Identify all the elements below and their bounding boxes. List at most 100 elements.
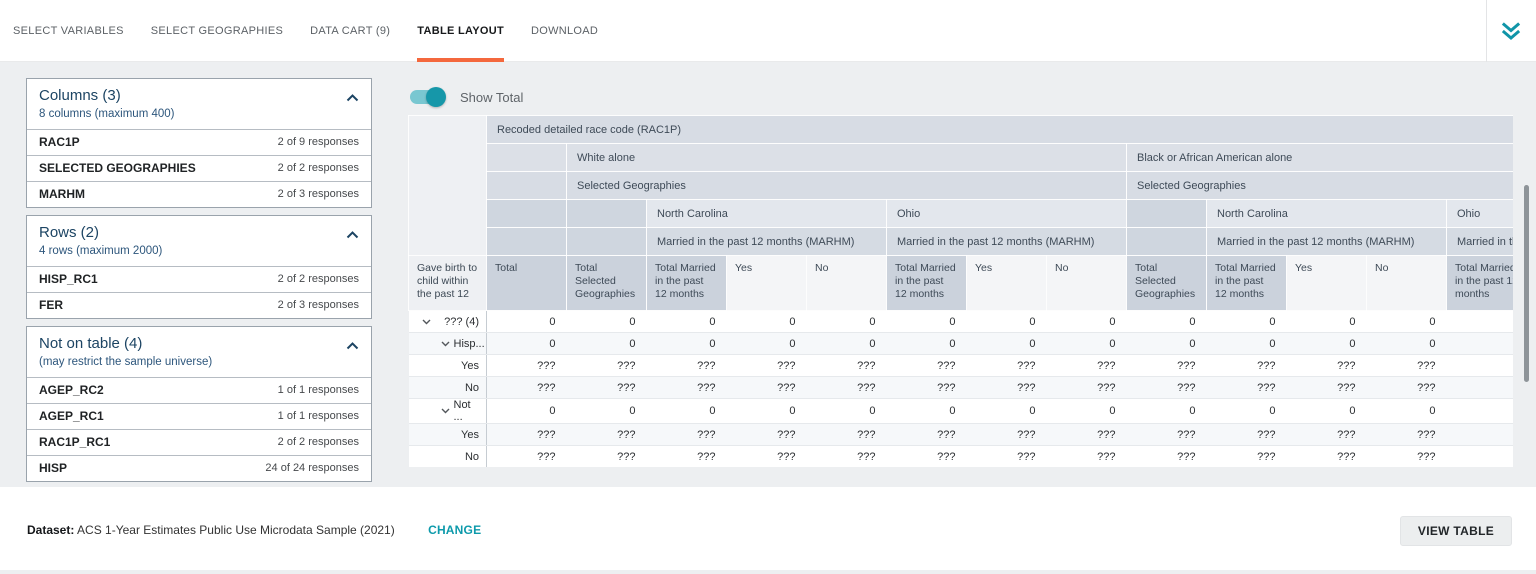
- data-cell: 0: [806, 332, 887, 355]
- table-corner: [408, 115, 487, 256]
- data-cell: ???: [1206, 354, 1287, 377]
- show-total-row: Show Total: [410, 87, 523, 107]
- data-cell: ???: [726, 423, 807, 446]
- data-cell: 0: [566, 310, 647, 333]
- row-label: ??? (4): [444, 315, 479, 328]
- variable-responses: 2 of 2 responses: [277, 162, 359, 174]
- data-cell: ???: [1046, 445, 1127, 467]
- col-header-yes: Yes: [726, 255, 807, 311]
- table-row: Not ... 0 0 0 0 0 0 0 0 0 0 0 0: [408, 398, 1513, 424]
- not-on-table-panel-title: Not on table (4): [39, 335, 143, 352]
- data-cell: ???: [1206, 445, 1287, 467]
- data-cell: 0: [1206, 398, 1287, 424]
- variable-row-hisp[interactable]: HISP 24 of 24 responses: [27, 455, 371, 481]
- row-label: Not ...: [453, 399, 471, 423]
- chevron-up-icon[interactable]: [346, 231, 359, 239]
- data-cell: 0: [566, 332, 647, 355]
- race-band-white: White alone: [566, 143, 1127, 172]
- tab-data-cart[interactable]: DATA CART (9): [310, 25, 391, 37]
- double-chevron-down-icon[interactable]: [1498, 20, 1524, 42]
- variable-row-marhm[interactable]: MARHM 2 of 3 responses: [27, 181, 371, 207]
- data-cell: ???: [806, 423, 887, 446]
- data-cell: ???: [966, 376, 1047, 399]
- data-cell: ???: [726, 354, 807, 377]
- chevron-up-icon[interactable]: [346, 94, 359, 102]
- variable-responses: 2 of 9 responses: [277, 136, 359, 148]
- variable-name: FER: [39, 298, 63, 312]
- data-cell: 0: [1366, 398, 1447, 424]
- col-header-no: No: [806, 255, 887, 311]
- variable-responses: 2 of 2 responses: [277, 436, 359, 448]
- variable-row-rac1p-rc1[interactable]: RAC1P_RC1 2 of 2 responses: [27, 429, 371, 455]
- preview-vertical-scrollbar[interactable]: [1524, 185, 1529, 382]
- variable-row-rac1p[interactable]: RAC1P 2 of 9 responses: [27, 129, 371, 155]
- row-stub: Not ...: [408, 398, 487, 424]
- tab-select-geographies[interactable]: SELECT GEOGRAPHIES: [150, 25, 284, 37]
- variable-row-agep-rc2[interactable]: AGEP_RC2 1 of 1 responses: [27, 377, 371, 403]
- data-cell: 0: [486, 398, 567, 424]
- data-cell: 0: [726, 332, 807, 355]
- view-table-button[interactable]: VIEW TABLE: [1399, 516, 1512, 546]
- data-cell: ???: [886, 423, 967, 446]
- rac1p-band: Recoded detailed race code (RAC1P): [485, 115, 1513, 144]
- data-cell: ???: [1286, 423, 1367, 446]
- data-cell: 0: [966, 398, 1047, 424]
- variable-row-agep-rc1[interactable]: AGEP_RC1 1 of 1 responses: [27, 403, 371, 429]
- data-cell: 0: [806, 310, 887, 333]
- variable-row-selected-geographies[interactable]: SELECTED GEOGRAPHIES 2 of 2 responses: [27, 155, 371, 181]
- table-row: No ??? ??? ??? ??? ??? ??? ??? ??? ??? ?…: [408, 376, 1513, 399]
- row-label: Yes: [461, 428, 479, 441]
- stub-column-header: Gave birth to child within the past 12: [408, 255, 487, 311]
- col-header-total-married: Total Married in the past 12 months: [646, 255, 727, 311]
- data-cell: [1446, 398, 1513, 424]
- rows-panel-subtitle: 4 rows (maximum 2000): [39, 245, 163, 257]
- tab-select-variables[interactable]: SELECT VARIABLES: [13, 25, 124, 37]
- data-cell: ???: [806, 376, 887, 399]
- chevron-up-icon[interactable]: [346, 342, 359, 350]
- chevron-down-icon[interactable]: [422, 319, 431, 325]
- data-cell: ???: [566, 445, 647, 467]
- data-cell: 0: [1126, 332, 1207, 355]
- col-header-total-married: Total Married in the past 12 months: [886, 255, 967, 311]
- data-cell: ???: [1286, 445, 1367, 467]
- chevron-down-icon[interactable]: [441, 341, 450, 347]
- chevron-down-icon[interactable]: [441, 408, 450, 414]
- variable-row-hisp-rc1[interactable]: HISP_RC1 2 of 2 responses: [27, 266, 371, 292]
- col-header-total-married: Total Married in the past 12 months: [1445, 255, 1513, 311]
- marhm-band: Married in the past 12 months (MARHM): [1206, 227, 1447, 256]
- variable-responses: 2 of 3 responses: [277, 299, 359, 311]
- data-cell: 0: [486, 310, 567, 333]
- not-on-table-panel-header: Not on table (4) (may restrict the sampl…: [27, 327, 371, 377]
- data-cell: 0: [1046, 310, 1127, 333]
- columns-panel-title: Columns (3): [39, 87, 121, 104]
- variable-row-fer[interactable]: FER 2 of 3 responses: [27, 292, 371, 318]
- race-band-black: Black or African American alone: [1125, 143, 1513, 172]
- row-label: Hisp...: [453, 337, 485, 350]
- table-row: No ??? ??? ??? ??? ??? ??? ??? ??? ??? ?…: [408, 445, 1513, 467]
- marhm-band: Married in the past 12 months (MARHM): [646, 227, 887, 256]
- change-dataset-link[interactable]: CHANGE: [428, 523, 482, 537]
- data-cell: ???: [486, 423, 567, 446]
- variable-name: SELECTED GEOGRAPHIES: [39, 161, 196, 175]
- columns-panel: Columns (3) 8 columns (maximum 400) RAC1…: [26, 78, 372, 208]
- row-stub: ??? (4): [408, 310, 487, 333]
- tab-table-layout[interactable]: TABLE LAYOUT: [417, 0, 504, 62]
- selected-geographies-band: Selected Geographies: [566, 171, 1127, 200]
- show-total-toggle[interactable]: [410, 87, 446, 107]
- variable-name: RAC1P_RC1: [39, 435, 111, 449]
- variable-responses: 2 of 2 responses: [277, 273, 359, 285]
- data-cell: 0: [1206, 310, 1287, 333]
- data-cell: 0: [1366, 332, 1447, 355]
- toggle-knob: [426, 87, 446, 107]
- data-cell: 0: [1286, 398, 1367, 424]
- spacer-cell: [566, 227, 647, 256]
- data-cell: ???: [1366, 445, 1447, 467]
- tab-download[interactable]: DOWNLOAD: [530, 25, 599, 37]
- row-label: No: [464, 450, 479, 463]
- data-cell: ???: [1046, 376, 1127, 399]
- selected-geographies-band: Selected Geographies: [1125, 171, 1513, 200]
- data-cell: 0: [1046, 332, 1127, 355]
- geo-band-ohio: Ohio: [886, 199, 1127, 228]
- variable-responses: 2 of 3 responses: [277, 188, 359, 200]
- nav-tabs: SELECT VARIABLES SELECT GEOGRAPHIES DATA…: [13, 0, 598, 62]
